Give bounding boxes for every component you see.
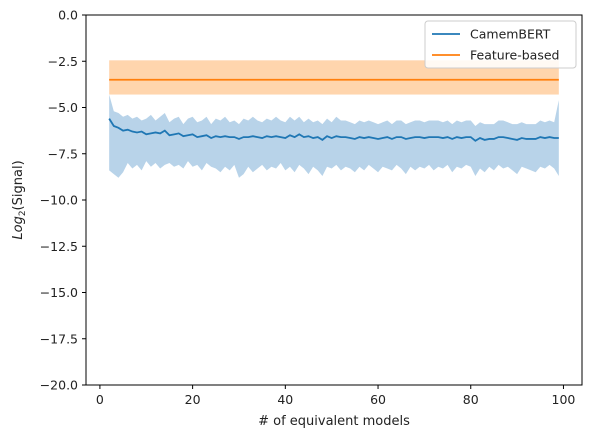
y-axis-label-main: Log (11, 216, 26, 239)
x-axis: 0 20 40 60 80 100 (96, 385, 576, 407)
plot-area (108, 60, 559, 178)
y-tick-label: −20.0 (40, 378, 78, 393)
y-tick-label: −10.0 (40, 193, 78, 208)
x-tick-label: 20 (185, 392, 201, 407)
x-tick-label: 100 (552, 392, 576, 407)
y-axis: 0.0 −2.5 −5.0 −7.5 −10.0 −12.5 −15.0 −17.5 −20.0 (40, 8, 86, 393)
y-axis-label-sub: 2 (18, 210, 28, 216)
x-tick-label: 0 (96, 392, 104, 407)
y-tick-label: −2.5 (48, 54, 78, 69)
y-axis-label: Log2(Signal) (11, 160, 28, 239)
legend-camembert-label: CamemBERT (470, 27, 551, 42)
legend: CamemBERT Feature-based (424, 20, 577, 69)
x-axis-label: # of equivalent models (258, 414, 410, 429)
x-tick-label: 60 (370, 392, 386, 407)
y-tick-label: −5.0 (48, 100, 78, 115)
y-tick-label: −7.5 (48, 146, 78, 161)
legend-feature-based-label: Feature-based (470, 48, 559, 63)
y-axis-label-rest: (Signal) (11, 160, 26, 210)
y-tick-label: −17.5 (40, 331, 78, 346)
x-tick-label: 80 (463, 392, 479, 407)
y-tick-label: 0.0 (58, 8, 78, 23)
x-tick-label: 40 (277, 392, 293, 407)
y-tick-label: −15.0 (40, 285, 78, 300)
camembert-line (108, 118, 559, 142)
legend-box (424, 20, 577, 69)
y-tick-label: −12.5 (40, 239, 78, 254)
